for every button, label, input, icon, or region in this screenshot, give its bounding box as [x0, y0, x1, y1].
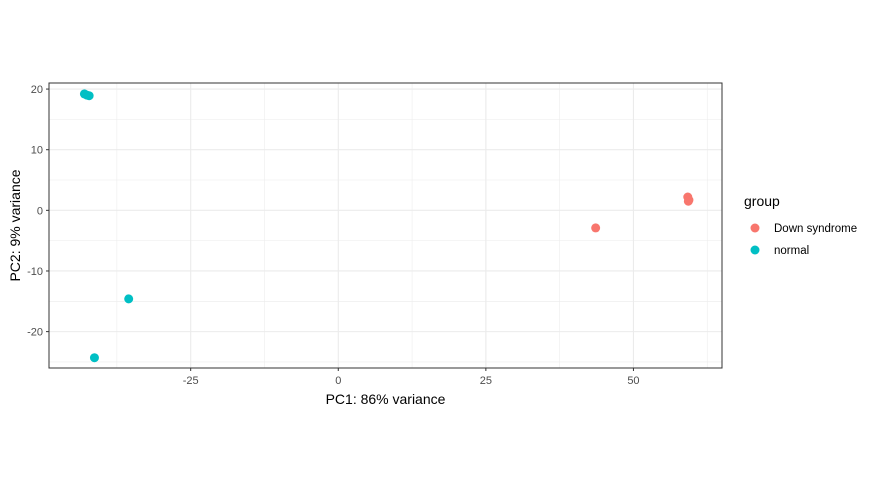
legend-label: normal	[774, 245, 809, 257]
legend: group Down syndrome normal	[744, 193, 857, 257]
y-tick-label: 20	[31, 84, 43, 96]
legend-title: group	[744, 193, 780, 209]
legend-key	[750, 223, 760, 233]
x-tick-label: 0	[335, 375, 341, 387]
x-tick-label: -25	[183, 375, 199, 387]
y-tick-label: 0	[37, 205, 43, 217]
x-axis-ticks: -25 0 25 50	[183, 368, 640, 387]
y-axis-ticks: -20 -10 0 10 20	[27, 84, 49, 339]
grid-lines	[49, 83, 722, 368]
y-tick-label: -10	[27, 266, 43, 278]
legend-key	[750, 245, 760, 255]
legend-items: Down syndrome normal	[750, 223, 857, 257]
data-point	[683, 196, 693, 206]
data-points	[79, 89, 694, 363]
x-tick-label: 25	[480, 375, 492, 387]
x-tick-label: 50	[627, 375, 639, 387]
legend-label: Down syndrome	[774, 223, 857, 235]
panel-border	[48, 82, 723, 369]
y-tick-label: -20	[27, 327, 43, 339]
y-axis-title: PC2: 9% variance	[7, 169, 23, 281]
data-point	[591, 223, 601, 233]
data-point	[84, 91, 94, 101]
data-point	[89, 353, 99, 363]
x-axis-title: PC1: 86% variance	[326, 391, 446, 407]
data-point	[124, 294, 134, 304]
y-tick-label: 10	[31, 145, 43, 157]
